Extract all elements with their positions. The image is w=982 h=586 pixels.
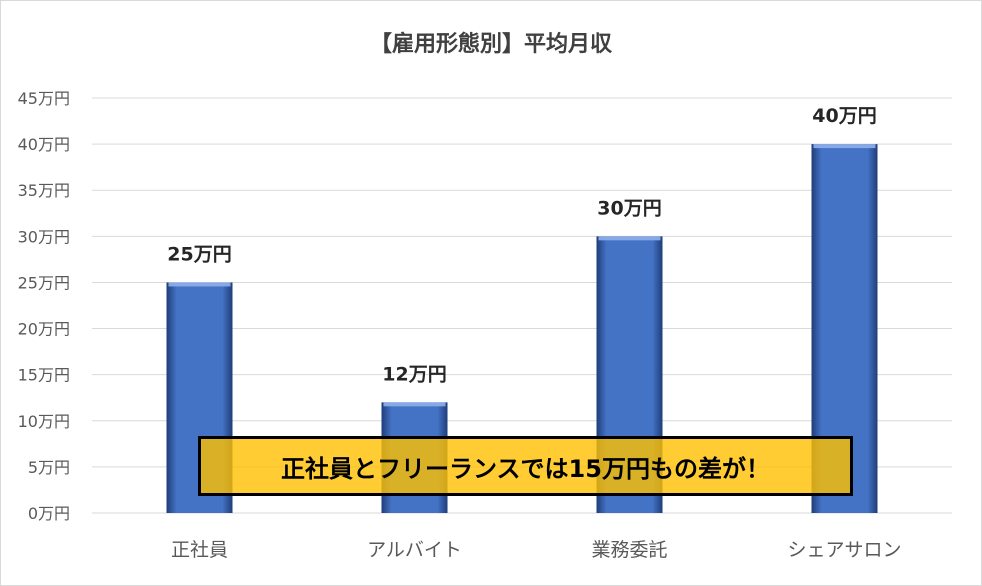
- data-label: 12万円: [382, 363, 446, 385]
- data-label: 30万円: [597, 197, 661, 219]
- y-tick-label: 25万円: [18, 273, 70, 292]
- y-tick-label: 15万円: [18, 366, 70, 385]
- category-label: アルバイト: [367, 539, 462, 561]
- annotation-callout: 正社員とフリーランスでは15万円もの差が！: [198, 436, 853, 496]
- bar-highlight: [168, 282, 231, 287]
- y-tick-label: 20万円: [18, 320, 70, 339]
- data-label: 40万円: [812, 105, 876, 127]
- bar-highlight: [598, 236, 661, 241]
- y-tick-label: 30万円: [18, 227, 70, 246]
- chart-title: 【雇用形態別】平均月収: [369, 32, 612, 57]
- bar-highlight: [813, 144, 876, 149]
- bar-highlight: [383, 402, 446, 407]
- y-tick-label: 35万円: [18, 181, 70, 200]
- category-label: 正社員: [171, 539, 228, 561]
- category-label: シェアサロン: [787, 539, 901, 561]
- y-tick-label: 45万円: [18, 89, 70, 108]
- y-tick-label: 40万円: [18, 135, 70, 154]
- y-tick-label: 5万円: [28, 458, 70, 477]
- y-tick-label: 0万円: [28, 504, 70, 523]
- data-label: 25万円: [167, 243, 231, 265]
- y-tick-label: 10万円: [18, 412, 70, 431]
- category-label: 業務委託: [591, 539, 667, 561]
